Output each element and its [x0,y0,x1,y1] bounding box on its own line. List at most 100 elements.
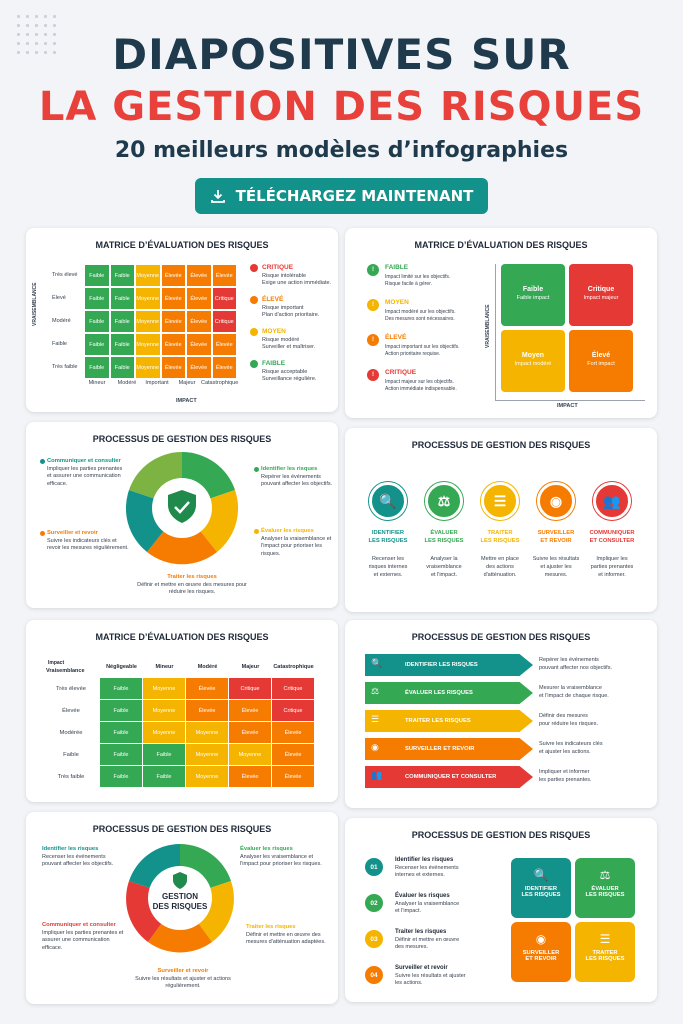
matrix-cell: Moyenne [135,287,161,310]
matrix-cell: Élevée [229,700,271,721]
col-label: Important [145,380,169,386]
bullet-dot [254,467,259,472]
legend-desc: Risque acceptable [262,369,308,375]
quadrant-heading: Faible [522,286,544,293]
step-desc: parties prenantes [590,564,634,570]
step-circle: 👥 [593,482,631,520]
step-desc: Recenser les événements [395,865,459,871]
level-icon: ! [367,369,379,381]
level-icon: ! [367,299,379,311]
legend-heading: FAIBLE [262,360,286,367]
row-label: Très faible [57,774,85,780]
title-line-1: DIAPOSITIVES SUR [112,30,571,79]
level-heading: ÉLEVÉ [385,334,407,341]
matrix-cell: Faible [109,264,135,287]
matrix-cell: Critique [211,310,237,333]
step-icon: ◉ [371,742,379,752]
row-label: Modéré [52,318,71,324]
row-label: Élevé [52,295,66,301]
matrix-cell: Faible [84,333,110,356]
bullet-dot [254,529,259,534]
matrix-cell: Moyenne [186,744,228,765]
matrix-cell: Critique [211,287,237,310]
matrix-cell: Moyenne [135,264,161,287]
arrow-desc: Suivre les indicateurs clés [539,741,603,747]
level-desc: Impact majeur sur les objectifs. [385,379,454,385]
col-header: Majeur [241,664,260,670]
step-title-1: TRAITER [487,530,513,536]
matrix-cell: Faible [109,310,135,333]
step-desc: Analyser la [430,556,458,562]
step-desc: Définir et mettre en œuvre [395,937,460,943]
row-label: Faible [52,341,67,347]
tile-icon: ◉ [535,932,547,946]
step-desc: des mesures. [395,944,429,950]
legend-dot [250,296,258,304]
step-number: 02 [365,894,383,912]
legend-heading: MOYEN [262,328,286,335]
step-number: 04 [365,966,383,984]
center-label-1: GESTION [161,892,198,901]
step-desc: et externes. [373,572,403,578]
x-axis-line [495,400,645,401]
matrix-cell: Moyenne [135,356,161,379]
risk-quadrant: Critique Impact majeur [569,264,633,326]
col-header: Catastrophique [273,664,314,670]
process-arrow [365,766,533,788]
step-icon: 🔍 [371,658,383,668]
x-axis-label: IMPACT [176,398,197,404]
matrix-cell: Élevée [186,333,212,356]
step-desc: et l'impact. [430,572,458,578]
arrow-label: IDENTIFIER LES RISQUES [405,662,478,668]
tile-label-1: TRAITER [592,950,618,956]
quadrant-heading: Critique [587,286,615,293]
matrix-cell: Moyenne [186,722,228,743]
step-desc: internes et externes. [395,872,445,878]
arrow-label: ÉVALUER LES RISQUES [405,690,473,696]
legend-dot [250,264,258,272]
legend-desc: Surveiller et maîtriser. [262,344,316,350]
level-icon: ! [367,334,379,346]
download-button[interactable]: TÉLÉCHARGEZ MAINTENANT [195,178,488,214]
step-heading: Identifier les risques [261,466,318,472]
step-heading: Traiter les risques [167,574,217,580]
arrow-desc: pour réduire les risques. [539,721,599,727]
row-label: Faible [63,752,79,758]
hero: DIAPOSITIVES SUR LA GESTION DES RISQUES … [0,0,683,222]
step-circle: ⚖ [425,482,463,520]
matrix-cell: Élevée [229,766,271,787]
level-heading: CRITIQUE [385,369,417,376]
step-heading: Communiquer et consulter [42,922,116,928]
matrix-cell: Élevée [186,678,228,699]
corner-impact: Impact [48,660,65,666]
step-desc: Recenser les événements pouvant affecter… [42,854,114,868]
subtitle: 20 meilleurs modèles d’infographies [114,138,569,163]
arrow-desc: Impliquer et informer [539,769,590,775]
step-desc: Suivre les résultats et ajuster [395,973,466,979]
step-desc: Suivre les indicateurs clés et revoir le… [47,538,129,552]
quadrant-sub: Fort impact [587,361,615,367]
legend-dot [250,360,258,368]
row-label: Élevée [62,708,80,714]
cycle-wheel [125,452,239,565]
step-icon: ⚖ [371,686,380,696]
matrix-cell: Élevée [160,287,186,310]
donut-wheel [126,844,234,953]
process-arrow [365,682,533,704]
tile-label-1: IDENTIFIER [524,886,558,892]
legend-heading: ÉLEVÉ [262,296,284,303]
matrix-cell: Faible [109,356,135,379]
step-heading: Évaluer les risques [240,846,293,852]
matrix-cell: Faible [109,333,135,356]
matrix-cell: Faible [84,264,110,287]
step-desc: Suivre les résultats et ajuster et actio… [135,976,231,990]
step-desc: et ajuster les [540,564,572,570]
step-desc: Définir et mettre en œuvre des mesures d… [246,932,326,946]
step-circle: 🔍 [369,482,407,520]
card-matrix-2: MATRICE D’ÉVALUATION DES RISQUES VRAISEM… [345,228,657,418]
step-desc: Analyser la vraisemblance et l'impact po… [261,536,332,557]
process-tile: ◉ SURVEILLER ET REVOIR [511,922,571,982]
matrix-cell: Élevée [229,722,271,743]
download-icon [210,190,225,203]
col-header: Mineur [155,664,174,670]
